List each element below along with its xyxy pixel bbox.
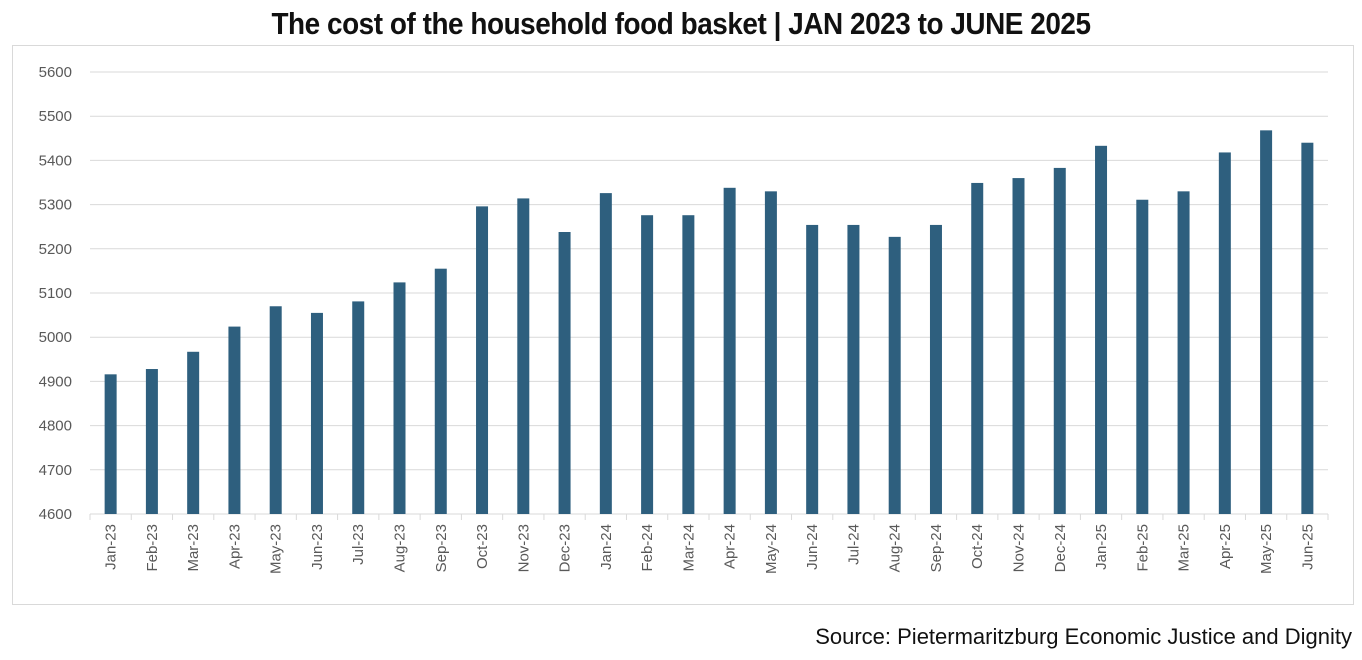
bar <box>764 191 777 514</box>
x-tick-label: Dec-23 <box>557 524 574 572</box>
bar <box>352 301 365 514</box>
y-tick-label: 4800 <box>39 418 72 435</box>
x-tick-label: May-23 <box>268 524 285 574</box>
x-tick-label: Jun-25 <box>1299 524 1316 570</box>
bar <box>682 215 695 514</box>
x-tick-label: Apr-23 <box>226 524 243 569</box>
bar <box>558 232 571 514</box>
bar <box>847 224 860 514</box>
x-tick-label: Jun-24 <box>804 524 821 570</box>
bar <box>1053 167 1066 514</box>
bar <box>310 312 323 514</box>
bar <box>269 306 282 514</box>
x-tick-label: Oct-23 <box>474 524 491 569</box>
source-note: Source: Pietermaritzburg Economic Justic… <box>815 624 1352 649</box>
bar <box>187 351 200 514</box>
bar-chart: 4600 4700 4800 4900 5000 5100 5200 5300 5400 5500… <box>39 64 1329 574</box>
y-tick-label: 4700 <box>39 462 72 479</box>
x-tick-label: Nov-24 <box>1011 524 1028 572</box>
x-tick-label: Sep-23 <box>433 524 450 572</box>
y-tick-label: 5000 <box>39 329 72 346</box>
x-tick-label: May-25 <box>1258 524 1275 574</box>
x-tick-label: Mar-24 <box>680 524 697 572</box>
bar <box>476 206 489 515</box>
x-tick-label: Feb-24 <box>639 524 656 572</box>
bar <box>929 224 942 514</box>
x-tick-label: Mar-25 <box>1176 524 1193 572</box>
bar <box>723 187 736 514</box>
bar <box>971 182 984 514</box>
x-tick-label: Aug-23 <box>392 524 409 572</box>
bar <box>1218 152 1231 514</box>
x-tick-label: Sep-24 <box>928 524 945 572</box>
bar <box>1260 130 1273 514</box>
x-tick-label: Nov-23 <box>515 524 532 572</box>
bar <box>1136 199 1149 514</box>
bar <box>104 374 117 514</box>
x-tick-label: Oct-24 <box>969 524 986 569</box>
bar <box>1095 145 1108 514</box>
bar <box>1177 191 1190 514</box>
x-tick-label: Jan-23 <box>103 524 120 570</box>
x-tick-label: Jul-24 <box>845 524 862 565</box>
y-tick-label: 5500 <box>39 108 72 125</box>
x-tick-label: Jan-24 <box>598 524 615 570</box>
y-tick-label: 5300 <box>39 197 72 214</box>
x-tick-label: Jun-23 <box>309 524 326 570</box>
x-tick-label: Apr-24 <box>722 524 739 569</box>
y-tick-label: 4600 <box>39 506 72 523</box>
chart-frame <box>12 45 1354 605</box>
x-tick-label: Jan-25 <box>1093 524 1110 570</box>
bar <box>888 236 901 514</box>
bar <box>641 215 654 514</box>
x-tick-label: Mar-23 <box>185 524 202 572</box>
x-tick-label: Aug-24 <box>887 524 904 572</box>
bar <box>434 268 447 514</box>
bar <box>806 224 819 514</box>
y-tick-label: 5600 <box>39 64 72 81</box>
x-tick-label: May-24 <box>763 524 780 574</box>
y-tick-label: 5200 <box>39 241 72 258</box>
x-tick-label: Jul-23 <box>350 524 367 565</box>
bar <box>228 326 241 514</box>
bar <box>1012 178 1025 514</box>
bar <box>393 282 406 514</box>
x-tick-label: Apr-25 <box>1217 524 1234 569</box>
y-tick-label: 5100 <box>39 285 72 302</box>
chart-title: The cost of the household food basket | … <box>271 6 1091 41</box>
bar <box>599 193 612 514</box>
x-tick-label: Feb-23 <box>144 524 161 572</box>
y-tick-label: 5400 <box>39 152 72 169</box>
y-tick-label: 4900 <box>39 373 72 390</box>
bar <box>517 198 530 515</box>
bar <box>1301 142 1314 514</box>
x-tick-label: Feb-25 <box>1134 524 1151 572</box>
x-tick-label: Dec-24 <box>1052 524 1069 572</box>
bar <box>145 369 158 514</box>
